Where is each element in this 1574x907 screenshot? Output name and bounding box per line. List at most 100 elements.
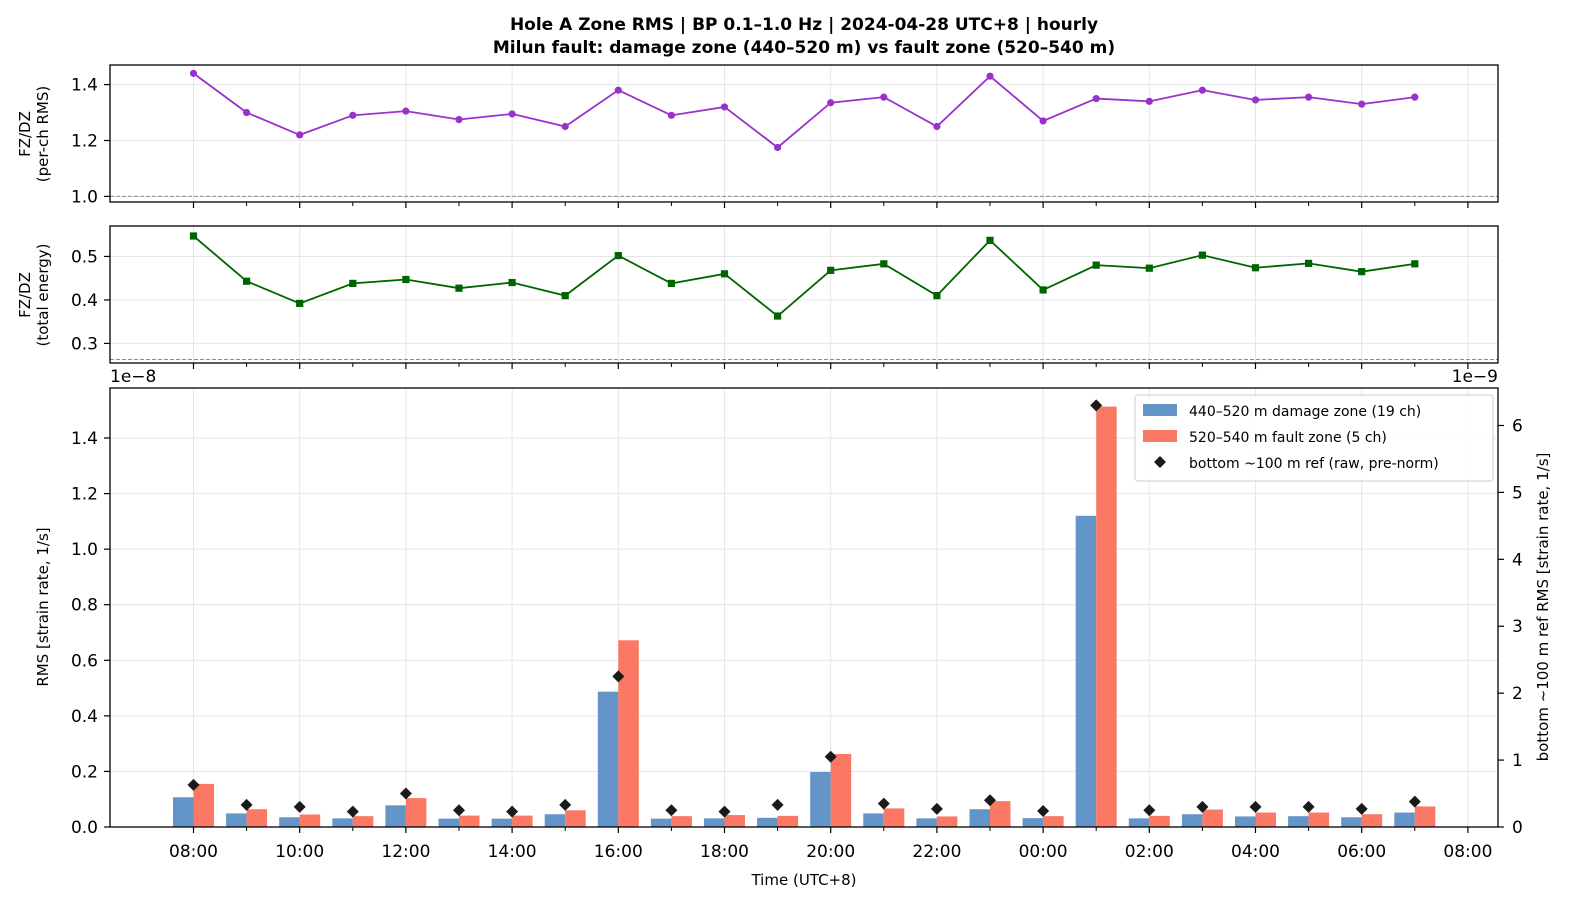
reference-marker <box>1090 399 1103 412</box>
y-tick-label-right: 6 <box>1512 416 1523 436</box>
bar-damage-zone <box>1128 818 1150 827</box>
data-point <box>614 86 622 94</box>
series-line <box>192 235 1415 318</box>
y-tick-label: 0.8 <box>71 596 98 616</box>
data-point <box>667 279 675 288</box>
y-tick-label: 0.5 <box>71 247 98 267</box>
reference-marker <box>612 670 625 683</box>
bar-damage-zone <box>704 818 725 827</box>
bar-damage-zone <box>332 818 353 827</box>
data-point <box>296 131 304 139</box>
data-point <box>774 312 782 320</box>
x-tick-label: 08:00 <box>169 842 218 862</box>
data-point <box>349 111 357 119</box>
data-point <box>455 115 463 124</box>
panel3-y-ticks-right: 0 1 2 3 4 5 6 <box>1498 416 1523 838</box>
y-tick-label-right: 0 <box>1512 818 1523 838</box>
panel1-series <box>189 69 1419 152</box>
bar-fault-zone <box>936 816 958 827</box>
panel-fz-dz-total-energy: 0.3 0.4 0.5 FZ/DZ (total energy) <box>16 225 1499 369</box>
panel2-y-sublabel: (total energy) <box>34 243 52 346</box>
reference-marker <box>506 805 519 818</box>
bar-damage-zone <box>1341 817 1362 827</box>
bar-damage-zone <box>650 818 672 827</box>
data-point <box>508 110 516 118</box>
bar-fault-zone <box>1202 809 1223 827</box>
data-point <box>189 69 198 77</box>
bar-damage-zone <box>226 813 247 827</box>
panel3-y-label-right: bottom ~100 m ref RMS [strain rate, 1/s] <box>1534 453 1552 762</box>
legend-swatch-damage-zone <box>1143 404 1177 416</box>
y-tick-label: 0.0 <box>71 818 98 838</box>
data-point <box>1145 264 1153 272</box>
data-point <box>508 278 516 287</box>
bar-damage-zone <box>863 813 884 827</box>
panel3-y-label-left: RMS [strain rate, 1/s] <box>34 527 52 686</box>
panel-fz-dz-per-channel: 1.0 1.2 1.4 FZ/DZ (per-ch RMS) <box>16 64 1499 208</box>
bar-damage-zone <box>491 818 513 827</box>
bar-fault-zone <box>299 814 321 827</box>
panel1-y-label: FZ/DZ <box>16 111 34 157</box>
legend-label-fault-zone: 520–540 m fault zone (5 ch) <box>1189 430 1387 446</box>
reference-marker <box>1037 804 1050 817</box>
data-point <box>667 111 676 119</box>
y-tick-label-right: 3 <box>1512 617 1523 637</box>
data-point <box>1251 264 1260 272</box>
bar-damage-zone <box>916 818 937 827</box>
data-point <box>720 270 729 278</box>
data-point <box>402 107 410 115</box>
legend-label-damage-zone: 440–520 m damage zone (19 ch) <box>1189 404 1421 420</box>
data-point <box>1411 93 1419 101</box>
data-point <box>243 108 251 117</box>
data-point <box>1358 100 1366 108</box>
reference-marker <box>1355 802 1368 815</box>
bar-damage-zone <box>1235 816 1256 827</box>
bar-fault-zone <box>883 808 905 827</box>
reference-marker <box>559 798 572 811</box>
y-tick-label: 0.4 <box>71 707 98 727</box>
x-tick-label: 04:00 <box>1231 842 1280 862</box>
y-tick-label: 0.3 <box>71 334 98 354</box>
data-point <box>1251 96 1260 104</box>
y-tick-label-right: 5 <box>1512 483 1523 503</box>
series-line <box>192 72 1415 149</box>
x-tick-label: 10:00 <box>275 842 324 862</box>
bar-fault-zone <box>193 783 214 827</box>
data-point <box>880 260 888 268</box>
panel1-frame <box>109 64 1499 203</box>
x-tick-label: 20:00 <box>806 842 855 862</box>
y-tick-label: 1.2 <box>71 485 98 505</box>
y-tick-label: 1.2 <box>71 131 98 151</box>
data-point <box>189 232 198 240</box>
bar-fault-zone <box>1149 815 1170 827</box>
reference-marker <box>1408 795 1421 808</box>
bar-damage-zone <box>279 817 300 827</box>
data-point <box>561 291 569 300</box>
data-point <box>1145 97 1153 105</box>
y-tick-label: 1.0 <box>71 187 98 207</box>
y-tick-label: 0.2 <box>71 762 98 782</box>
data-point <box>243 277 251 285</box>
x-tick-label: 02:00 <box>1125 842 1174 862</box>
panel-rms-bars: 0.0 0.2 0.4 0.6 0.8 1.0 1.2 1.4 0 1 2 3 4 5 6 08:00 10… <box>34 367 1552 889</box>
bar-damage-zone <box>438 818 459 827</box>
panel3-x-ticks: 08:00 10:00 12:00 14:00 16:00 18:00 20:00 22:00… <box>169 827 1492 862</box>
panel1-x-ticks <box>192 202 1469 208</box>
bar-fault-zone <box>565 810 586 827</box>
x-tick-label: 06:00 <box>1337 842 1386 862</box>
reference-marker <box>1249 800 1262 813</box>
panel3-reference-markers <box>187 399 1421 818</box>
data-point <box>720 103 729 111</box>
legend-marker-reference <box>1154 456 1166 468</box>
legend-swatch-fault-zone <box>1143 430 1177 442</box>
legend-label-reference: bottom ~100 m ref (raw, pre-norm) <box>1189 456 1439 472</box>
data-point <box>1305 93 1313 101</box>
panel1-y-sublabel: (per-ch RMS) <box>34 86 52 182</box>
data-point <box>827 99 835 107</box>
bar-damage-zone <box>757 817 778 827</box>
panel3-bars <box>173 406 1436 827</box>
panel3-frame <box>109 387 1499 828</box>
data-point <box>880 93 888 101</box>
right-axis-offset-label: 1e−9 <box>1452 367 1498 387</box>
